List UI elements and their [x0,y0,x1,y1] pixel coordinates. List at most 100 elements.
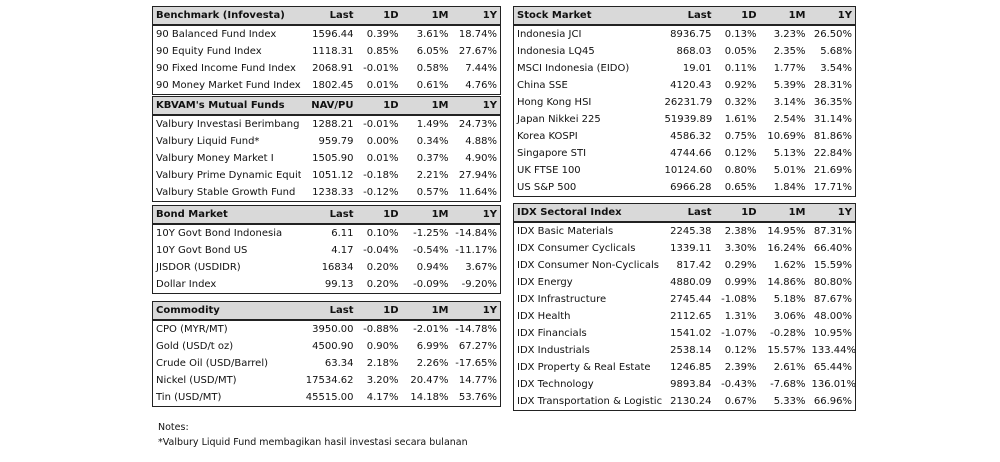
table-row: CPO (MYR/MT) 3950.00 -0.88% -2.01% -14.78% [153,320,501,338]
cell: 99.13 [324,279,354,290]
header-row: Bond Market Last 1D 1M 1Y [152,205,501,225]
cell: 48.00% [813,311,852,322]
header-row: IDX Sectoral Index Last 1D 1M 1Y [513,203,856,223]
row-label: IDX Health [517,311,571,322]
cell: 3.67% [465,262,497,273]
cell: 28.31% [813,80,852,91]
cell: 0.37% [416,153,449,164]
cell: -11.17% [455,245,497,256]
cell: 1596.44 [312,29,354,40]
cell: 1118.31 [312,46,354,57]
row-label: IDX Financials [517,328,587,339]
row-label: 90 Fixed Income Fund Index [156,63,296,74]
table-row: Korea KOSPI 4586.32 0.75% 10.69% 81.86% [514,128,856,145]
row-label: Valbury Investasi Berimbang [156,119,300,130]
header-cell: 1M [401,301,452,321]
cell: 26231.79 [664,97,713,108]
cell: 6.05% [416,46,449,57]
cell: 0.05% [724,46,757,57]
row-label: Valbury Prime Dynamic Equity [156,170,301,181]
cell: 16.24% [767,243,806,254]
table-row: Valbury Stable Growth Fund 1238.33 -0.12% 0… [153,184,501,202]
header-cell: Bond Market [152,205,301,225]
row-label: CPO (MYR/MT) [156,324,228,335]
header-cell: 1D [356,6,402,26]
header-cell: Last [661,6,715,26]
row-label: Valbury Money Market I [156,153,274,164]
cell: 3.23% [773,29,806,40]
cell: 1.61% [724,114,757,125]
cell: 136.01% [811,379,856,390]
row-label: Valbury Stable Growth Fund [156,187,296,198]
cell: 3.61% [416,29,449,40]
cell: 4500.90 [312,341,354,352]
row-label: IDX Consumer Non-Cyclicals [517,260,659,271]
row-label: Valbury Liquid Fund* [156,136,260,147]
header-cell: Last [300,6,357,26]
cell: 2745.44 [670,294,712,305]
table-row: Valbury Liquid Fund* 959.79 0.00% 0.34% 4.88… [153,133,501,150]
table-row: 10Y Govt Bond Indonesia 6.11 0.10% -1.25% -1… [153,224,501,242]
table-head: Commodity Last 1D 1M 1Y [152,301,501,321]
cell: 2.54% [773,114,806,125]
table-row: Singapore STI 4744.66 0.12% 5.13% 22.84% [514,145,856,162]
cell: -1.07% [721,328,757,339]
table-row: MSCI Indonesia (EIDO) 19.01 0.11% 1.77% 3.54… [514,60,856,77]
cell: 0.80% [724,165,757,176]
row-label: China SSE [517,80,568,91]
data-table: Commodity Last 1D 1M 1Y CPO (MYR/MT) 3950.00 -0… [152,301,501,407]
row-label: 90 Balanced Fund Index [156,29,277,40]
table-row: Japan Nikkei 225 51939.89 1.61% 2.54% 31.14% [514,111,856,128]
header-row: Stock Market Last 1D 1M 1Y [513,6,856,26]
cell: 5.18% [773,294,806,305]
cell: 1246.85 [670,362,712,373]
table-row: Valbury Prime Dynamic Equity 1051.12 -0.18… [153,167,501,184]
cell: 0.01% [366,80,399,91]
header-cell: 1D [356,96,402,116]
data-table: Stock Market Last 1D 1M 1Y Indonesia JCI 8936.… [513,6,856,197]
cell: 959.79 [318,136,354,147]
cell: 3.06% [773,311,806,322]
cell: 14.77% [458,375,497,386]
cell: 19.01 [682,63,712,74]
header-cell: 1Y [451,96,501,116]
cell: 14.86% [767,277,806,288]
cell: -0.09% [413,279,449,290]
cell: -0.04% [363,245,399,256]
cell: -14.84% [455,228,497,239]
table-row: IDX Infrastructure 2745.44 -1.08% 5.18% 87.6… [514,291,856,308]
table-row: IDX Transportation & Logistic 2130.24 0.67… [514,393,856,411]
cell: 66.96% [813,396,852,407]
cell: 6.11 [331,228,354,239]
cell: 0.00% [366,136,399,147]
cell: 2.39% [724,362,757,373]
table-row: Crude Oil (USD/Barrel) 63.34 2.18% 2.26% -17… [153,355,501,372]
table-body: IDX Basic Materials 2245.38 2.38% 14.95% 87.… [514,222,856,411]
header-cell: Benchmark (Infovesta) [152,6,301,26]
cell: 6.99% [416,341,449,352]
cell: 4586.32 [670,131,712,142]
header-cell: 1Y [451,301,501,321]
cell: 0.94% [416,262,449,273]
row-label: IDX Property & Real Estate [517,362,651,373]
cell: -0.54% [413,245,449,256]
cell: 0.75% [724,131,757,142]
cell: 0.11% [724,63,757,74]
cell: 0.65% [724,182,757,193]
table-row: Valbury Money Market I 1505.90 0.01% 0.37% 4… [153,150,501,167]
header-cell: 1M [759,6,809,26]
row-label: Dollar Index [156,279,217,290]
table-row: IDX Property & Real Estate 1246.85 2.39% 2.… [514,359,856,376]
cell: 2538.14 [670,345,712,356]
cell: 0.57% [416,187,449,198]
cell: 4.17% [366,392,399,403]
cell: 36.35% [813,97,852,108]
table-row: IDX Consumer Cyclicals 1339.11 3.30% 16.24%… [514,240,856,257]
cell: 66.40% [813,243,852,254]
header-cell: 1Y [451,6,501,26]
header-cell: Last [300,301,357,321]
cell: -0.01% [363,63,399,74]
header-cell: KBVAM's Mutual Funds [152,96,301,116]
cell: 0.67% [724,396,757,407]
cell: 4.88% [465,136,497,147]
